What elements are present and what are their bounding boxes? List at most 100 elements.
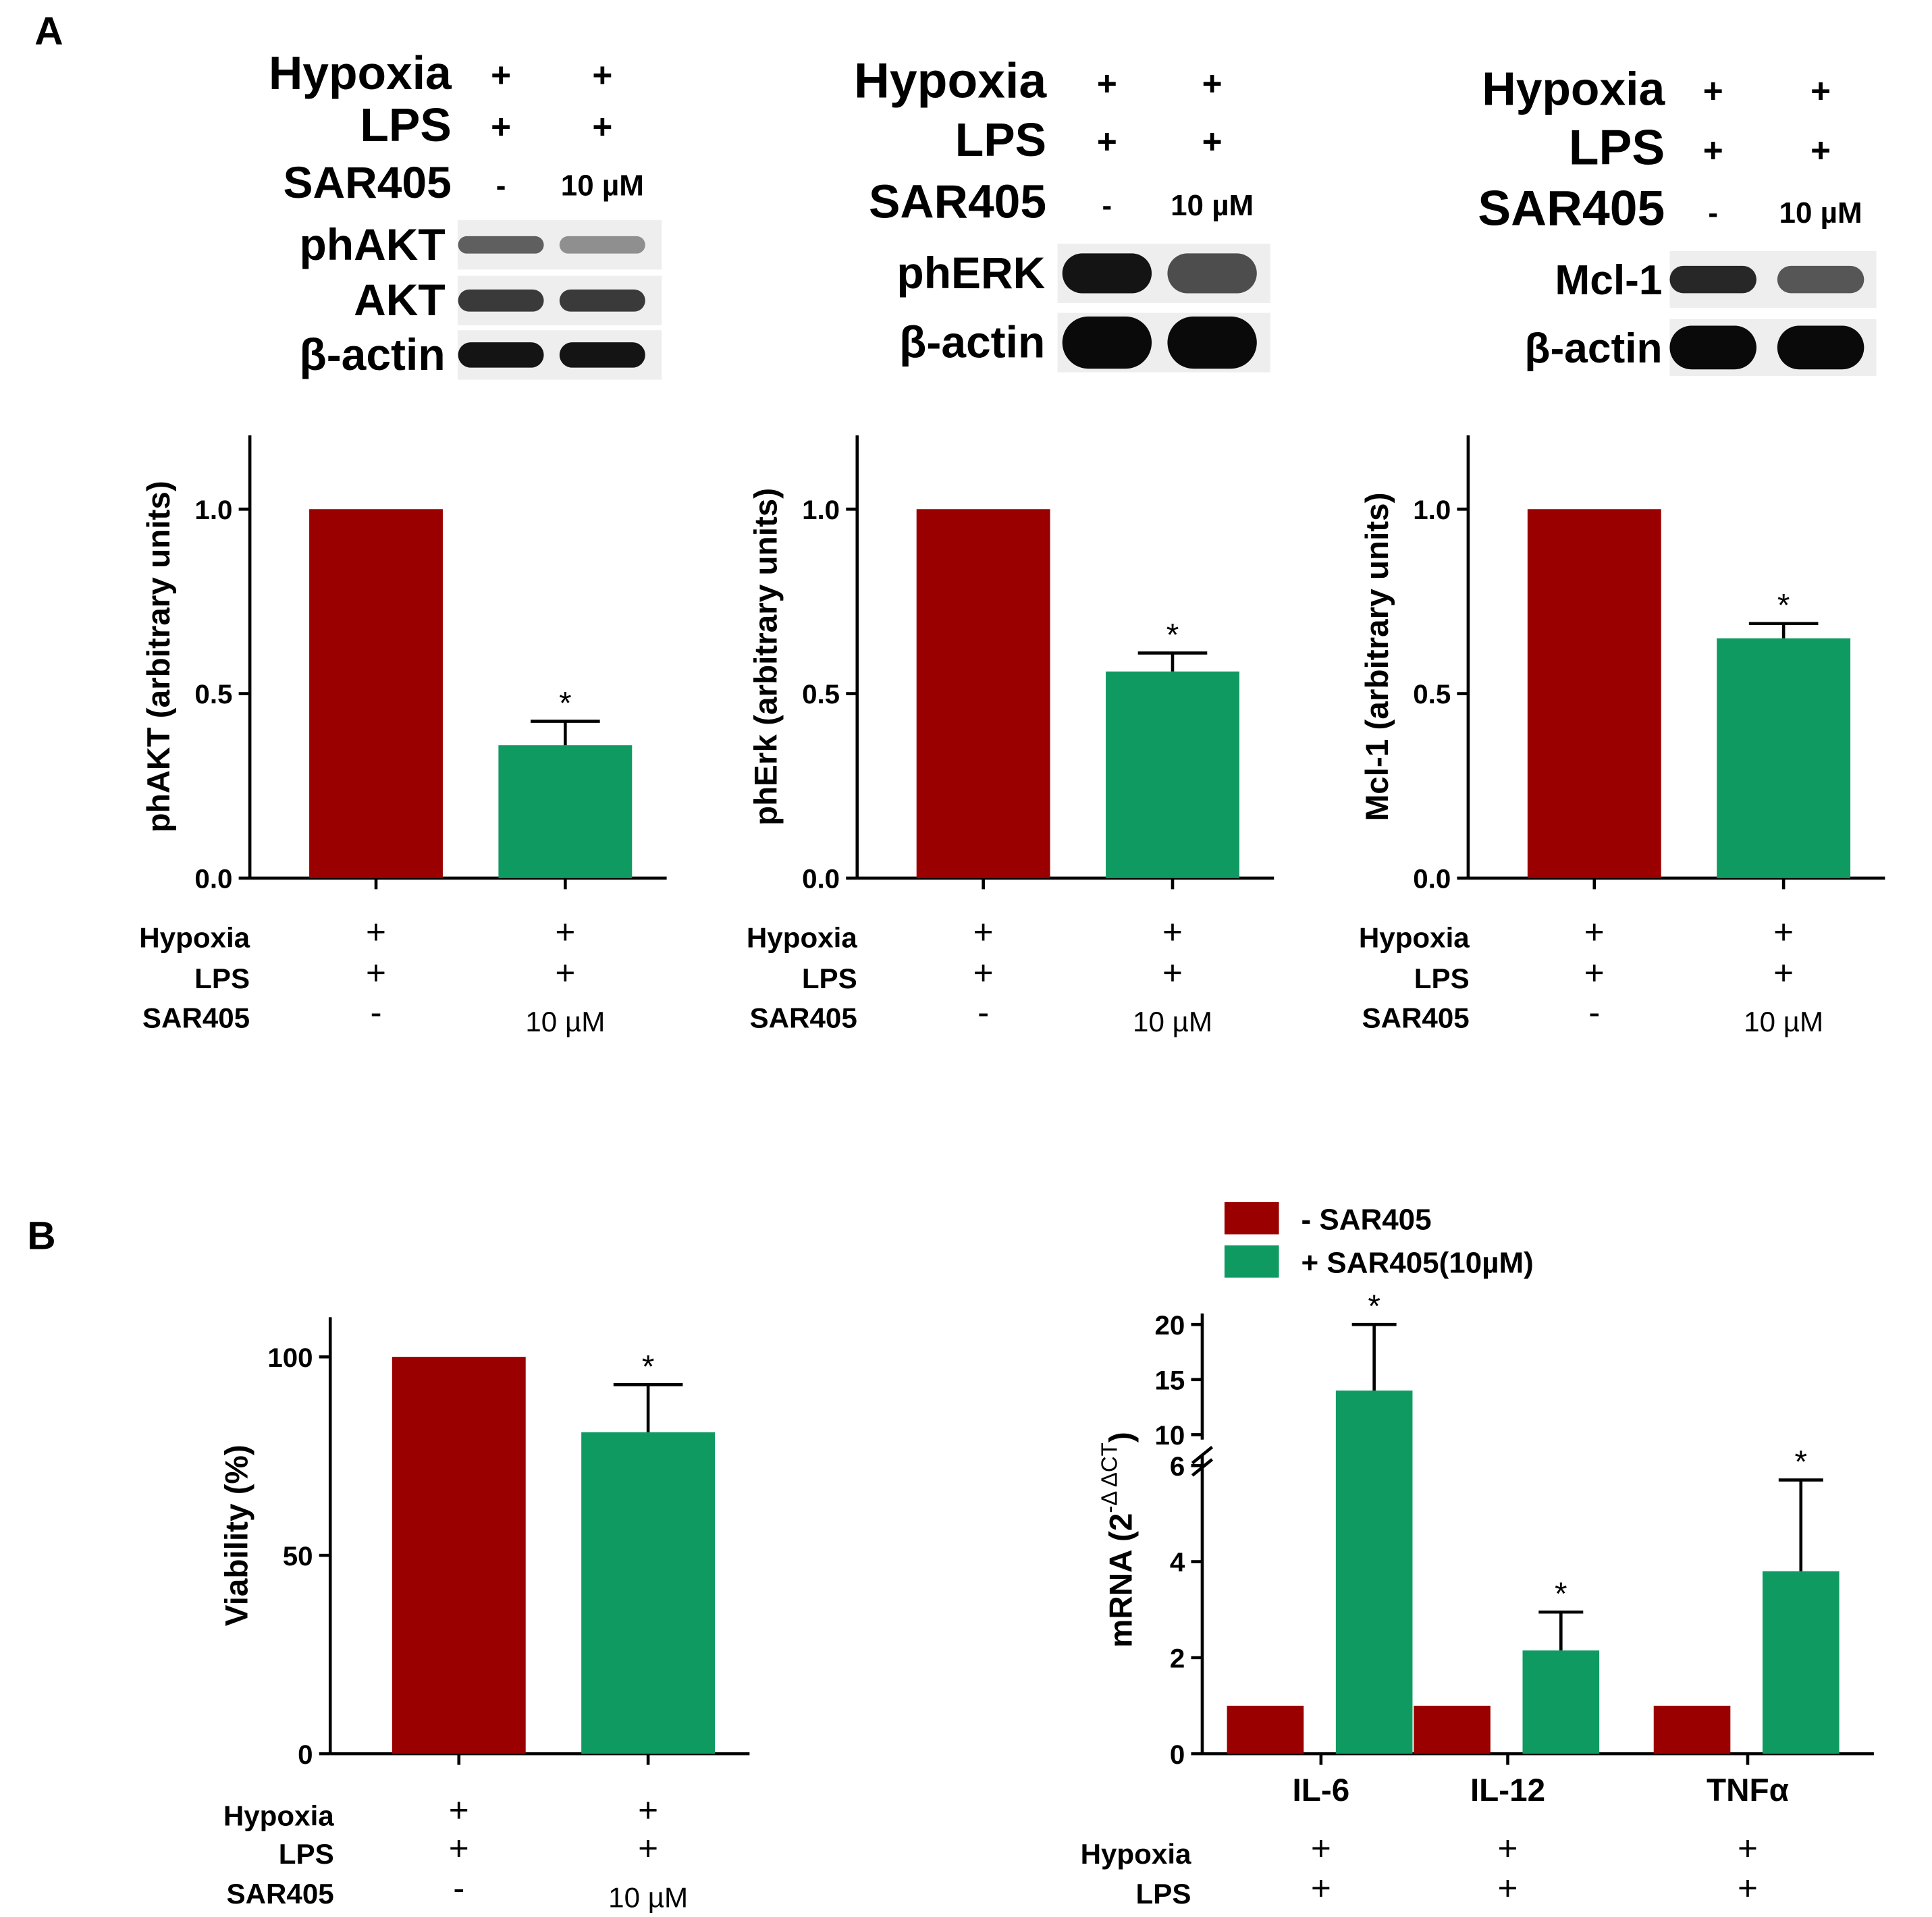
blot-band	[1062, 316, 1152, 369]
condition-value: 10 µM	[608, 1881, 688, 1913]
panel-label-b: B	[27, 1214, 55, 1258]
y-axis-label: phErk (arbitrary units)	[749, 488, 784, 826]
condition-label: LPS	[1136, 1878, 1191, 1910]
condition-label: Hypoxia	[1081, 1838, 1191, 1870]
blot-band	[1669, 265, 1756, 294]
blot-condition-value: +	[592, 55, 612, 94]
y-tick-label: 50	[283, 1541, 313, 1571]
blot-condition-value: +	[1810, 131, 1831, 169]
blot-band	[559, 236, 645, 254]
blot-band	[1167, 316, 1257, 369]
y-tick-label: 4	[1170, 1547, 1185, 1577]
condition-value: +	[449, 1829, 469, 1868]
legend-entry: - SAR405	[1302, 1203, 1432, 1236]
y-tick-label: 0.0	[194, 864, 232, 894]
y-axis-label: Mcl-1 (arbitrary units)	[1360, 492, 1395, 821]
western-blots: Hypoxia + +LPS + +SAR405-10 µMphAKTAKTβ-acti…	[269, 47, 1877, 380]
blot-band	[1777, 325, 1864, 370]
blot-row-label: β-actin	[299, 329, 445, 379]
condition-value: +	[973, 953, 994, 992]
condition-value: +	[1311, 1829, 1331, 1868]
y-tick-label: 2	[1170, 1643, 1185, 1673]
y-tick-label: 0.0	[802, 864, 840, 894]
y-axis-label-superscript: -Δ ΔCT	[1097, 1442, 1122, 1513]
condition-label: SAR405	[142, 1002, 250, 1034]
blot-row-label: Mcl-1	[1555, 257, 1662, 304]
condition-value: +	[366, 913, 386, 951]
y-tick-label: 0	[1170, 1739, 1185, 1770]
blot-condition-label: LPS	[1569, 120, 1665, 176]
condition-value: -	[977, 993, 989, 1031]
y-axis-label: phAKT (arbitrary units)	[141, 481, 177, 832]
blot-row-label: β-actin	[1524, 325, 1662, 372]
blot-2: Hypoxia + + LPS + + SAR405 - 10 µM phERK β-actin	[854, 53, 1270, 373]
condition-value: 10 µM	[1744, 1006, 1823, 1037]
blot-condition-value: +	[1202, 64, 1223, 103]
blot-band	[1669, 325, 1756, 370]
blot-condition-value: 10 µM	[1779, 196, 1862, 230]
condition-value: -	[453, 1868, 464, 1907]
condition-value: 10 µM	[1133, 1006, 1212, 1037]
blot-condition-value: +	[491, 107, 511, 146]
y-tick-label: 0.5	[194, 679, 232, 709]
blot-condition-label: Hypoxia	[1482, 63, 1665, 115]
chart-5-mrna: 0 2 4 610 15 20 mRNA (2-Δ ΔCT) - SAR405 + SAR405…	[1081, 1202, 1874, 1910]
blot-condition-label: Hypoxia	[854, 53, 1047, 109]
bar	[309, 509, 443, 878]
blot-band	[458, 289, 544, 312]
condition-value: +	[973, 913, 994, 951]
condition-value: +	[1773, 913, 1794, 951]
significance-marker: *	[1555, 1576, 1567, 1612]
bar	[1653, 1705, 1731, 1754]
y-tick-label: 20	[1154, 1310, 1185, 1341]
blot-band	[1167, 253, 1257, 294]
legend-swatch	[1224, 1245, 1279, 1278]
blot-condition-value: +	[1097, 64, 1117, 103]
bar	[1522, 1650, 1600, 1754]
condition-value: +	[555, 913, 575, 951]
bar	[392, 1357, 526, 1754]
condition-label: LPS	[194, 963, 250, 994]
bar	[498, 745, 633, 878]
condition-label: Hypoxia	[1359, 922, 1470, 954]
condition-label: LPS	[802, 963, 857, 994]
blot-condition-value: +	[592, 107, 612, 146]
y-tick-label: 0.5	[802, 679, 840, 709]
axis-break-mark	[1191, 1445, 1214, 1465]
significance-marker: *	[642, 1349, 655, 1384]
blot-condition-value: -	[1102, 189, 1112, 222]
panel-label-a: A	[34, 9, 63, 53]
condition-value: +	[1162, 953, 1183, 992]
condition-value: -	[370, 993, 381, 1031]
condition-value: +	[638, 1791, 658, 1829]
condition-value: -	[1588, 993, 1600, 1031]
y-tick-label: 1.0	[194, 495, 232, 525]
condition-label: SAR405	[750, 1002, 857, 1034]
blot-condition-value: +	[1703, 131, 1723, 169]
condition-value: +	[1498, 1868, 1518, 1907]
blot-condition-value: +	[1202, 122, 1223, 161]
chart-3: 0.0 0.5 1.0 Mcl-1 (arbitrary units) * Hypoxia…	[1359, 435, 1885, 1037]
blot-condition-value: 10 µM	[1171, 189, 1254, 222]
condition-label: Hypoxia	[747, 922, 857, 954]
blot-3: Hypoxia + + LPS + + SAR405 - 10 µM Mcl-1 β-actin	[1478, 63, 1877, 377]
bar	[581, 1432, 716, 1754]
blot-condition-label: SAR405	[283, 157, 451, 207]
bar	[1335, 1390, 1413, 1754]
blot-condition-label: LPS	[360, 99, 451, 151]
condition-value: +	[449, 1791, 469, 1829]
legend-entry: + SAR405(10µM)	[1302, 1246, 1534, 1279]
condition-label: Hypoxia	[139, 922, 250, 954]
condition-value: +	[638, 1829, 658, 1868]
blot-band	[458, 236, 544, 254]
chart-2: 0.0 0.5 1.0 phErk (arbitrary units) * Hypoxia…	[747, 435, 1274, 1037]
blot-band	[1062, 253, 1152, 294]
blot-condition-value: +	[491, 55, 511, 94]
condition-value: +	[1738, 1868, 1758, 1907]
condition-value: +	[366, 953, 386, 992]
bar	[1527, 509, 1661, 878]
y-tick-label: 0.5	[1413, 679, 1451, 709]
condition-value: +	[1584, 913, 1605, 951]
y-tick-label: 0	[298, 1739, 313, 1770]
